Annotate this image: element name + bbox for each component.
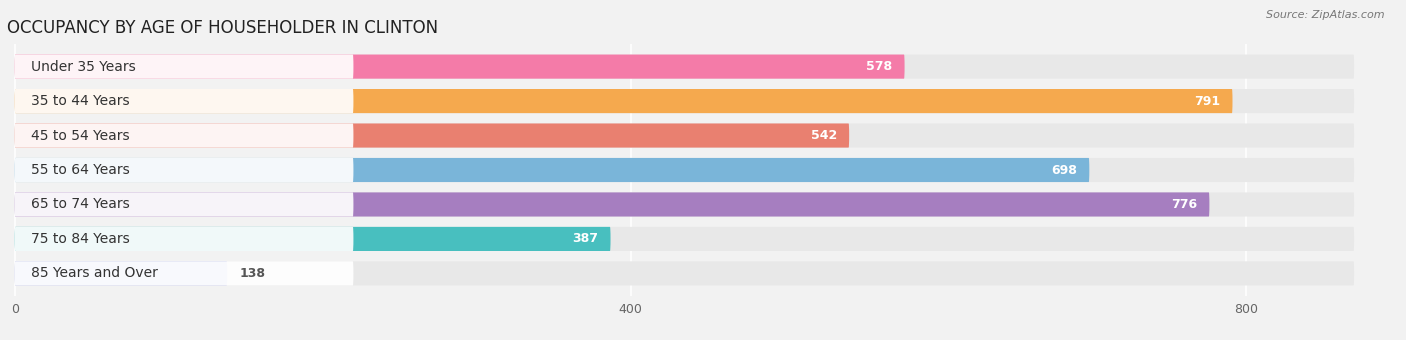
Text: 776: 776 — [1171, 198, 1197, 211]
Text: 698: 698 — [1052, 164, 1077, 176]
Text: 791: 791 — [1194, 95, 1220, 107]
Text: 35 to 44 Years: 35 to 44 Years — [31, 94, 129, 108]
Text: Source: ZipAtlas.com: Source: ZipAtlas.com — [1267, 10, 1385, 20]
Text: OCCUPANCY BY AGE OF HOUSEHOLDER IN CLINTON: OCCUPANCY BY AGE OF HOUSEHOLDER IN CLINT… — [7, 19, 439, 37]
FancyBboxPatch shape — [14, 123, 849, 148]
FancyBboxPatch shape — [14, 123, 1354, 148]
FancyBboxPatch shape — [14, 261, 1354, 286]
Text: 578: 578 — [866, 60, 893, 73]
FancyBboxPatch shape — [14, 158, 353, 182]
FancyBboxPatch shape — [14, 89, 353, 113]
FancyBboxPatch shape — [14, 192, 1354, 217]
FancyBboxPatch shape — [14, 158, 1354, 182]
FancyBboxPatch shape — [14, 89, 1233, 113]
Text: 45 to 54 Years: 45 to 54 Years — [31, 129, 129, 142]
FancyBboxPatch shape — [14, 89, 1354, 113]
FancyBboxPatch shape — [14, 54, 904, 79]
FancyBboxPatch shape — [14, 123, 353, 148]
Text: 542: 542 — [811, 129, 837, 142]
Text: 55 to 64 Years: 55 to 64 Years — [31, 163, 129, 177]
Text: Under 35 Years: Under 35 Years — [31, 59, 135, 73]
Text: 85 Years and Over: 85 Years and Over — [31, 267, 157, 280]
FancyBboxPatch shape — [14, 261, 228, 286]
FancyBboxPatch shape — [14, 192, 353, 217]
Text: 75 to 84 Years: 75 to 84 Years — [31, 232, 129, 246]
FancyBboxPatch shape — [14, 261, 353, 286]
FancyBboxPatch shape — [14, 158, 1090, 182]
Text: 65 to 74 Years: 65 to 74 Years — [31, 198, 129, 211]
FancyBboxPatch shape — [14, 54, 353, 79]
FancyBboxPatch shape — [14, 227, 353, 251]
FancyBboxPatch shape — [14, 192, 1209, 217]
Text: 387: 387 — [572, 233, 598, 245]
FancyBboxPatch shape — [14, 227, 610, 251]
Text: 138: 138 — [239, 267, 266, 280]
FancyBboxPatch shape — [14, 227, 1354, 251]
FancyBboxPatch shape — [14, 54, 1354, 79]
